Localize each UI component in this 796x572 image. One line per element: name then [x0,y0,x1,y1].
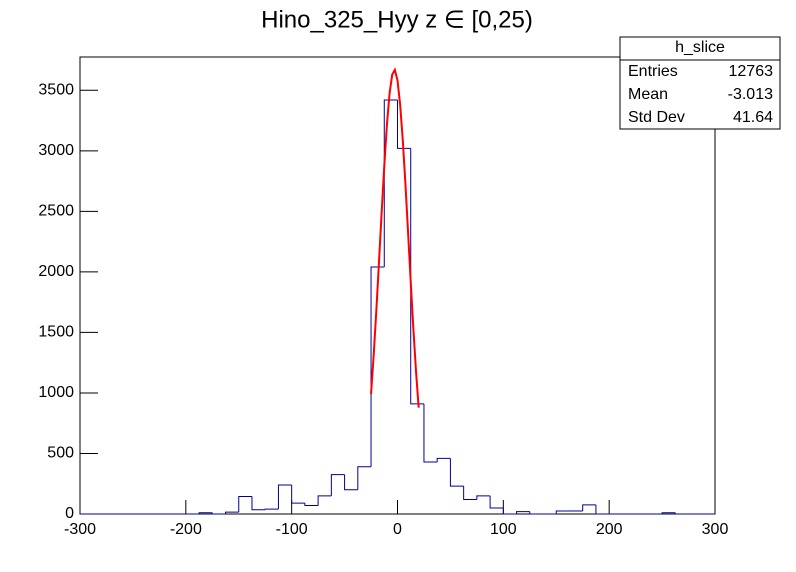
stats-label: Std Dev [628,109,685,126]
bin [370,266,385,467]
bin [383,99,398,268]
y-tick-label: 500 [47,445,74,462]
bin [330,474,345,496]
bin [198,512,213,514]
bin [304,503,319,507]
stats-label: Entries [628,63,678,80]
y-tick-label: 1000 [38,384,74,401]
bin [661,512,676,514]
bin [264,508,279,510]
bin [529,511,544,515]
bin [344,474,358,491]
y-tick-label: 3000 [38,142,74,159]
stats-value: 12763 [729,63,774,80]
y-tick-label: 0 [65,505,74,522]
stats-value: -3.013 [728,86,773,103]
bin [251,496,266,511]
bin [410,148,424,405]
y-tick-label: 1500 [38,324,74,341]
bin [502,507,517,515]
bin [476,495,491,500]
stats-frame [619,36,781,130]
bin [397,99,411,149]
stats-value: 41.64 [733,109,773,126]
bin [357,466,372,490]
y-tick-label: 2000 [38,263,74,280]
bin [516,511,530,514]
x-tick-label: 200 [596,521,623,538]
bin [674,512,689,515]
bin [238,495,252,513]
bin [595,504,610,515]
y-tick-label: 2500 [38,203,74,220]
x-tick-label: -300 [64,521,96,538]
x-tick-label: 0 [393,521,402,538]
x-tick-label: -200 [170,521,202,538]
stats-title: h_slice [675,39,725,56]
bin [449,458,464,487]
bin [555,510,570,514]
bin [211,512,226,515]
stats-label: Mean [628,86,668,103]
stats-box: h_slice [619,36,781,130]
bin [277,484,292,510]
bin [291,484,305,504]
bin [317,495,332,506]
x-tick-label: 300 [702,521,729,538]
bin [463,486,477,500]
chart-title: Hino_325_Hyy z ∈ [0,25) [261,6,533,33]
bin [489,495,504,509]
bin [436,457,451,462]
y-tick-label: 3500 [38,82,74,99]
bin [582,504,596,511]
fit-curve [370,67,420,408]
bin [225,511,239,514]
bin [423,403,438,463]
x-tick-label: -100 [276,521,308,538]
x-tick-label: 100 [490,521,517,538]
